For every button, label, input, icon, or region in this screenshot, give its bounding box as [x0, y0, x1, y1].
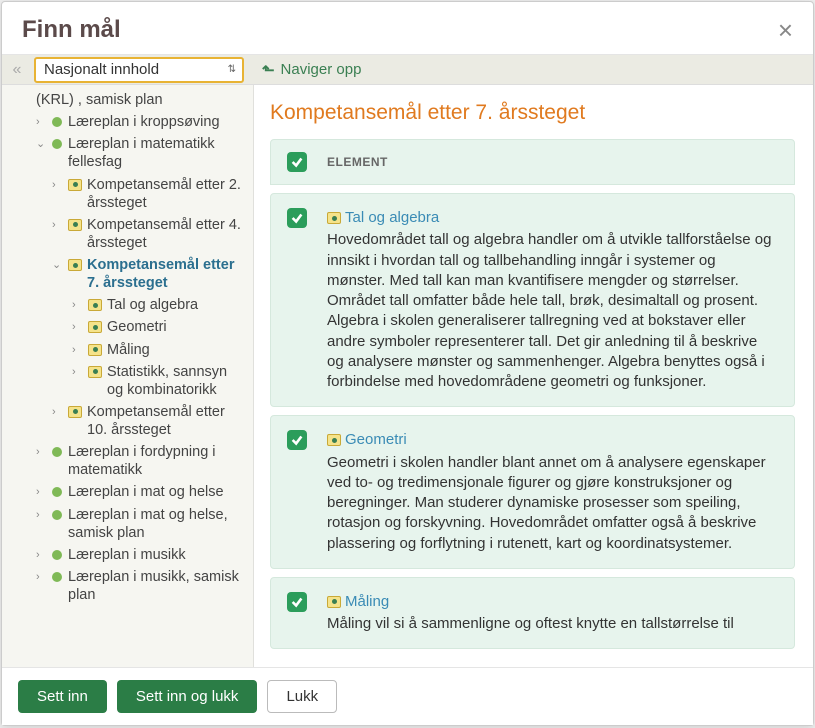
- target-icon: [68, 219, 82, 231]
- tree-item-fordypning[interactable]: › Læreplan i fordypning i matematikk: [8, 441, 247, 481]
- row-checkbox[interactable]: [287, 430, 307, 450]
- dot-icon: [52, 487, 62, 497]
- dot-icon: [52, 572, 62, 582]
- insert-button[interactable]: Sett inn: [18, 680, 107, 713]
- tree-item-komp10[interactable]: › Kompetansemål etter 10. årssteget: [8, 401, 247, 441]
- row-checkbox[interactable]: [287, 592, 307, 612]
- arrow-up-left-icon: ⬑: [262, 61, 275, 79]
- row-body: Måling Måling vil si å sammenligne og of…: [327, 592, 778, 635]
- tree-item-sub-tal[interactable]: › Tal og algebra: [8, 294, 247, 316]
- navigate-up-link[interactable]: ⬑ Naviger opp: [250, 61, 361, 79]
- element-row: Tal og algebra Hovedområdet tall og alge…: [270, 193, 795, 407]
- dot-icon: [52, 447, 62, 457]
- close-button[interactable]: Lukk: [267, 680, 337, 713]
- chevron-right-icon: ›: [52, 406, 64, 420]
- tree-item-math-fellesfag[interactable]: ⌄ Læreplan i matematikk fellesfag: [8, 133, 247, 173]
- target-icon: [327, 212, 341, 224]
- row-description: Geometri i skolen handler blant annet om…: [327, 453, 778, 554]
- tree-item-komp2[interactable]: › Kompetansemål etter 2. årssteget: [8, 174, 247, 214]
- chevron-right-icon: ›: [36, 549, 48, 563]
- row-checkbox[interactable]: [287, 208, 307, 228]
- chevron-right-icon: ›: [72, 321, 84, 335]
- row-title-link[interactable]: Tal og algebra: [345, 208, 439, 228]
- chevron-updown-icon: ⇅: [228, 64, 236, 75]
- tree-item-kroppsoving[interactable]: › Læreplan i kroppsøving: [8, 111, 247, 133]
- target-icon: [88, 344, 102, 356]
- collapse-sidebar-button[interactable]: «: [2, 55, 32, 85]
- element-row: Måling Måling vil si å sammenligne og of…: [270, 577, 795, 650]
- chevron-right-icon: ›: [36, 116, 48, 130]
- select-all-checkbox[interactable]: [287, 152, 307, 172]
- tree-panel[interactable]: (KRL) , samisk plan › Læreplan i kroppsø…: [2, 85, 254, 667]
- target-icon: [327, 596, 341, 608]
- modal-dialog: Finn mål × « Nasjonalt innhold ⇅ ⬑ Navig…: [1, 1, 814, 726]
- target-icon: [88, 321, 102, 333]
- target-icon: [88, 299, 102, 311]
- chevron-right-icon: ›: [52, 179, 64, 193]
- row-title-link[interactable]: Geometri: [345, 430, 407, 450]
- tree-item-mat-helse-samisk[interactable]: › Læreplan i mat og helse, samisk plan: [8, 504, 247, 544]
- tree-item-musikk-samisk[interactable]: › Læreplan i musikk, samisk plan: [8, 566, 247, 606]
- chevron-down-icon: ⌄: [52, 259, 64, 273]
- modal-title: Finn mål: [22, 16, 121, 44]
- chevron-right-icon: ›: [72, 344, 84, 358]
- column-header-element: ELEMENT: [327, 155, 388, 169]
- tree-item-mat-helse[interactable]: › Læreplan i mat og helse: [8, 481, 247, 503]
- tree-item-partial[interactable]: (KRL) , samisk plan: [8, 89, 247, 111]
- dot-icon: [52, 139, 62, 149]
- tree-item-sub-statistikk[interactable]: › Statistikk, sannsyn og kombinatorikk: [8, 361, 247, 401]
- chevron-right-icon: ›: [36, 509, 48, 523]
- insert-and-close-button[interactable]: Sett inn og lukk: [117, 680, 258, 713]
- table-header: ELEMENT: [270, 139, 795, 185]
- content-panel: Kompetansemål etter 7. årssteget ELEMENT…: [254, 85, 813, 667]
- tree-item-musikk[interactable]: › Læreplan i musikk: [8, 544, 247, 566]
- dot-icon: [52, 550, 62, 560]
- tree-item-sub-maling[interactable]: › Måling: [8, 339, 247, 361]
- row-body: Geometri Geometri i skolen handler blant…: [327, 430, 778, 554]
- element-row: Geometri Geometri i skolen handler blant…: [270, 415, 795, 569]
- chevron-right-icon: ›: [36, 571, 48, 585]
- modal-header: Finn mål ×: [2, 2, 813, 55]
- chevron-right-icon: ›: [72, 366, 84, 380]
- target-icon: [68, 406, 82, 418]
- close-icon[interactable]: ×: [778, 17, 793, 43]
- dot-icon: [52, 510, 62, 520]
- chevron-right-icon: ›: [52, 219, 64, 233]
- row-title-link[interactable]: Måling: [345, 592, 389, 612]
- toolbar: « Nasjonalt innhold ⇅ ⬑ Naviger opp: [2, 55, 813, 85]
- modal-footer: Sett inn Sett inn og lukk Lukk: [2, 667, 813, 725]
- navigate-up-label: Naviger opp: [281, 61, 362, 78]
- dropdown-value: Nasjonalt innhold: [44, 61, 159, 78]
- modal-body: (KRL) , samisk plan › Læreplan i kroppsø…: [2, 85, 813, 667]
- chevron-down-icon: ⌄: [36, 138, 48, 152]
- target-icon: [88, 366, 102, 378]
- chevron-right-icon: ›: [36, 446, 48, 460]
- content-scope-dropdown[interactable]: Nasjonalt innhold ⇅: [34, 57, 244, 83]
- row-body: Tal og algebra Hovedområdet tall og alge…: [327, 208, 778, 392]
- chevron-right-icon: ›: [36, 486, 48, 500]
- target-icon: [327, 434, 341, 446]
- target-icon: [68, 259, 82, 271]
- target-icon: [68, 179, 82, 191]
- row-description: Måling vil si å sammenligne og oftest kn…: [327, 614, 778, 634]
- tree-item-sub-geometri[interactable]: › Geometri: [8, 316, 247, 338]
- chevron-right-icon: ›: [72, 299, 84, 313]
- dot-icon: [52, 117, 62, 127]
- row-description: Hovedområdet tall og algebra handler om …: [327, 230, 778, 392]
- content-heading: Kompetansemål etter 7. årssteget: [270, 101, 795, 125]
- tree-item-komp7-selected[interactable]: ⌄ Kompetansemål etter 7. årssteget: [8, 254, 247, 294]
- tree-item-komp4[interactable]: › Kompetansemål etter 4. årssteget: [8, 214, 247, 254]
